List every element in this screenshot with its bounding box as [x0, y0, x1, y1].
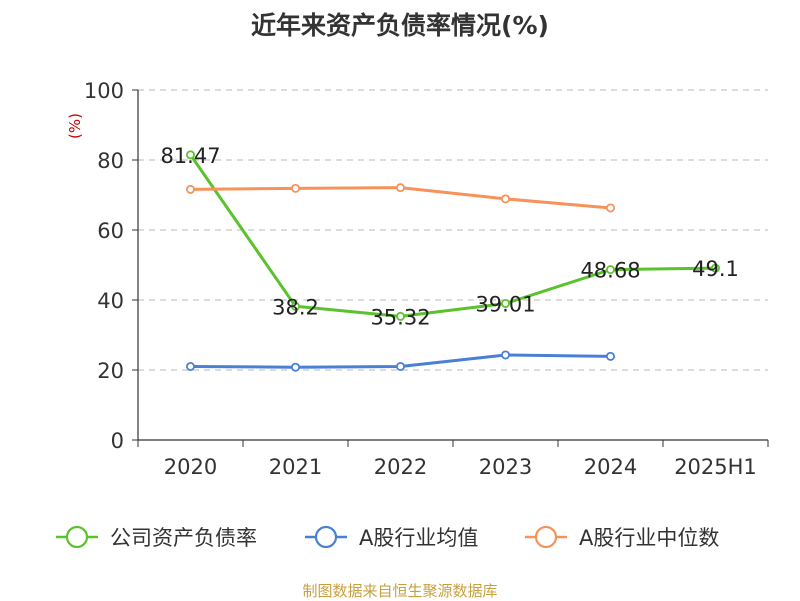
x-tick-label: 2021 [269, 455, 322, 479]
x-tick-label: 2023 [479, 455, 532, 479]
data-point [395, 183, 405, 193]
data-point [500, 298, 510, 308]
gridlines [138, 89, 768, 371]
y-tick-label: 20 [97, 359, 124, 383]
legend[interactable]: 公司资产负债率 A股行业均值 A股行业中位数 [56, 525, 719, 550]
y-tick-label: 80 [97, 149, 124, 173]
data-point [185, 150, 195, 160]
y-tick-label: 100 [84, 79, 124, 103]
data-point [500, 350, 510, 360]
data-point [395, 361, 405, 371]
legend-item-label[interactable]: 公司资产负债率 [110, 526, 257, 550]
series-lines [185, 150, 721, 372]
y-tick-label: 60 [97, 219, 124, 243]
x-tick-label: 2024 [584, 455, 637, 479]
data-point [185, 184, 195, 194]
legend-item-label[interactable]: A股行业均值 [359, 526, 478, 550]
data-point [606, 203, 616, 213]
data-label: 48.68 [580, 259, 640, 283]
source-note: 制图数据来自恒生聚源数据库 [302, 582, 498, 600]
chart-title: 近年来资产负债率情况(%) [251, 11, 549, 40]
data-point [395, 311, 405, 321]
x-tick-label: 2022 [374, 455, 427, 479]
data-label: 49.1 [692, 257, 739, 281]
data-point [185, 361, 195, 371]
data-point [711, 263, 721, 273]
legend-swatch-marker [65, 525, 89, 549]
legend-swatch-marker [534, 525, 558, 549]
data-point [500, 194, 510, 204]
y-unit-label: (%) [66, 113, 84, 139]
y-tick-label: 40 [97, 289, 124, 313]
series-line-0 [189, 154, 716, 318]
data-label: 39.01 [475, 292, 535, 316]
data-label: 81.47 [160, 144, 220, 168]
x-tick-label: 2020 [164, 455, 217, 479]
data-label: 38.2 [272, 295, 319, 319]
legend-item-label[interactable]: A股行业中位数 [579, 526, 719, 550]
data-point [290, 301, 300, 311]
legend-swatch-marker [314, 525, 338, 549]
x-tick-label: 2025H1 [674, 455, 757, 479]
y-tick-label: 0 [111, 429, 124, 453]
axes: 0 20 40 60 80 100(%) 2020 2021 2022 2023 2024 2025H… [66, 79, 769, 479]
data-label: 35.32 [370, 305, 430, 329]
data-point [606, 351, 616, 361]
data-point [606, 265, 616, 275]
data-point [290, 183, 300, 193]
data-labels: 81.47 38.2 35.32 39.01 48.68 49.1 [160, 144, 738, 330]
data-point [290, 362, 300, 372]
